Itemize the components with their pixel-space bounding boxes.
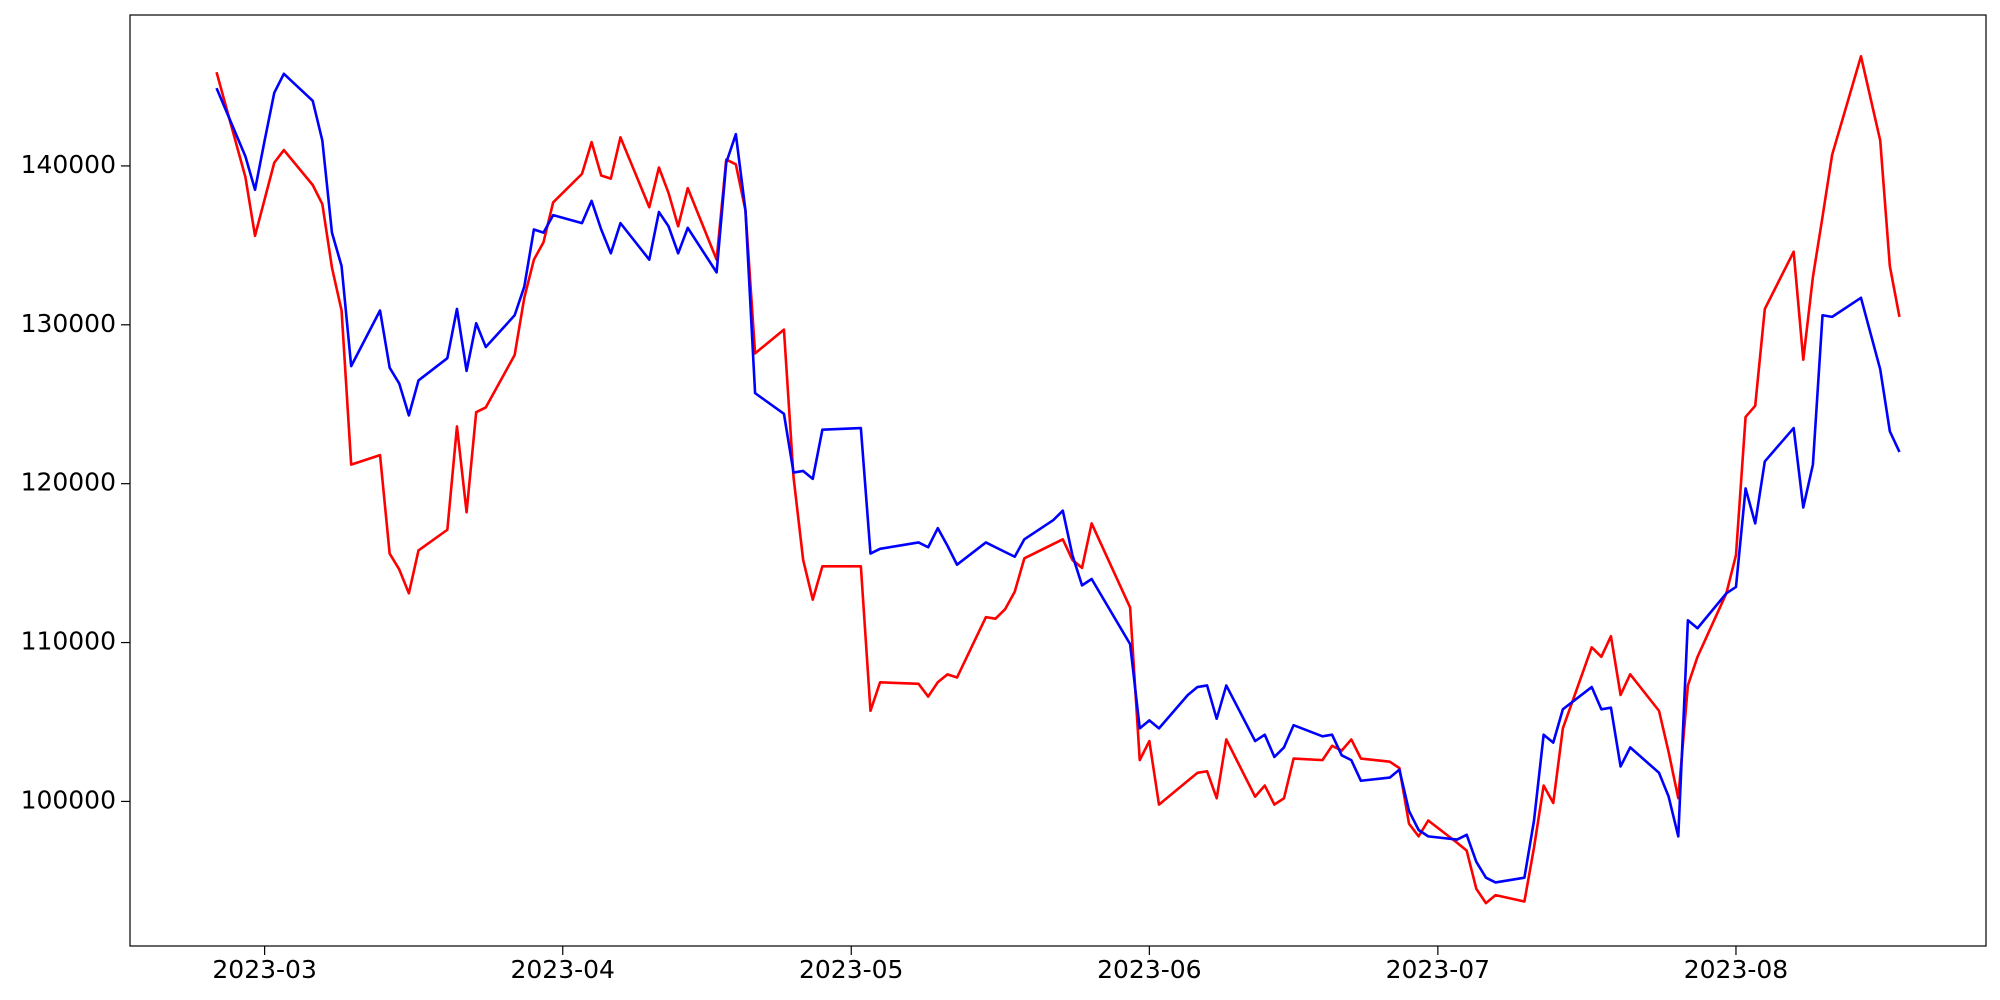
x-tick-label: 2023-08	[1684, 955, 1788, 984]
y-tick-label: 100000	[21, 785, 116, 814]
x-tick-label: 2023-07	[1386, 955, 1490, 984]
y-tick-label: 120000	[21, 468, 116, 497]
x-tick-label: 2023-03	[212, 955, 316, 984]
y-tick-label: 130000	[21, 309, 116, 338]
y-tick-label: 110000	[21, 627, 116, 656]
y-tick-label: 140000	[21, 150, 116, 179]
x-tick-label: 2023-06	[1097, 955, 1201, 984]
x-tick-label: 2023-05	[799, 955, 903, 984]
line-series	[215, 55, 1901, 905]
plot-frame	[129, 14, 1987, 947]
x-tick-label: 2023-04	[511, 955, 615, 984]
line-series	[215, 72, 1901, 884]
